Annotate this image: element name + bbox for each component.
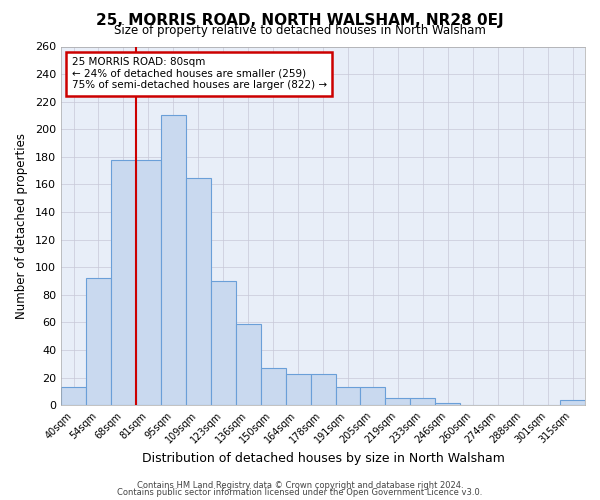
- Bar: [286, 374, 311, 406]
- Bar: [311, 374, 335, 406]
- Bar: [186, 178, 211, 406]
- Bar: [560, 400, 585, 406]
- Bar: [136, 160, 161, 406]
- Bar: [361, 388, 385, 406]
- Bar: [211, 281, 236, 406]
- Text: 25 MORRIS ROAD: 80sqm
← 24% of detached houses are smaller (259)
75% of semi-det: 25 MORRIS ROAD: 80sqm ← 24% of detached …: [71, 58, 326, 90]
- Y-axis label: Number of detached properties: Number of detached properties: [15, 133, 28, 319]
- Bar: [260, 368, 286, 406]
- Bar: [436, 402, 460, 406]
- Bar: [86, 278, 111, 406]
- Text: Contains public sector information licensed under the Open Government Licence v3: Contains public sector information licen…: [118, 488, 482, 497]
- Text: 25, MORRIS ROAD, NORTH WALSHAM, NR28 0EJ: 25, MORRIS ROAD, NORTH WALSHAM, NR28 0EJ: [96, 12, 504, 28]
- Bar: [335, 388, 361, 406]
- Bar: [111, 160, 136, 406]
- Bar: [61, 388, 86, 406]
- Bar: [161, 116, 186, 406]
- Bar: [385, 398, 410, 406]
- X-axis label: Distribution of detached houses by size in North Walsham: Distribution of detached houses by size …: [142, 452, 505, 465]
- Text: Contains HM Land Registry data © Crown copyright and database right 2024.: Contains HM Land Registry data © Crown c…: [137, 480, 463, 490]
- Bar: [236, 324, 260, 406]
- Text: Size of property relative to detached houses in North Walsham: Size of property relative to detached ho…: [114, 24, 486, 37]
- Bar: [410, 398, 436, 406]
